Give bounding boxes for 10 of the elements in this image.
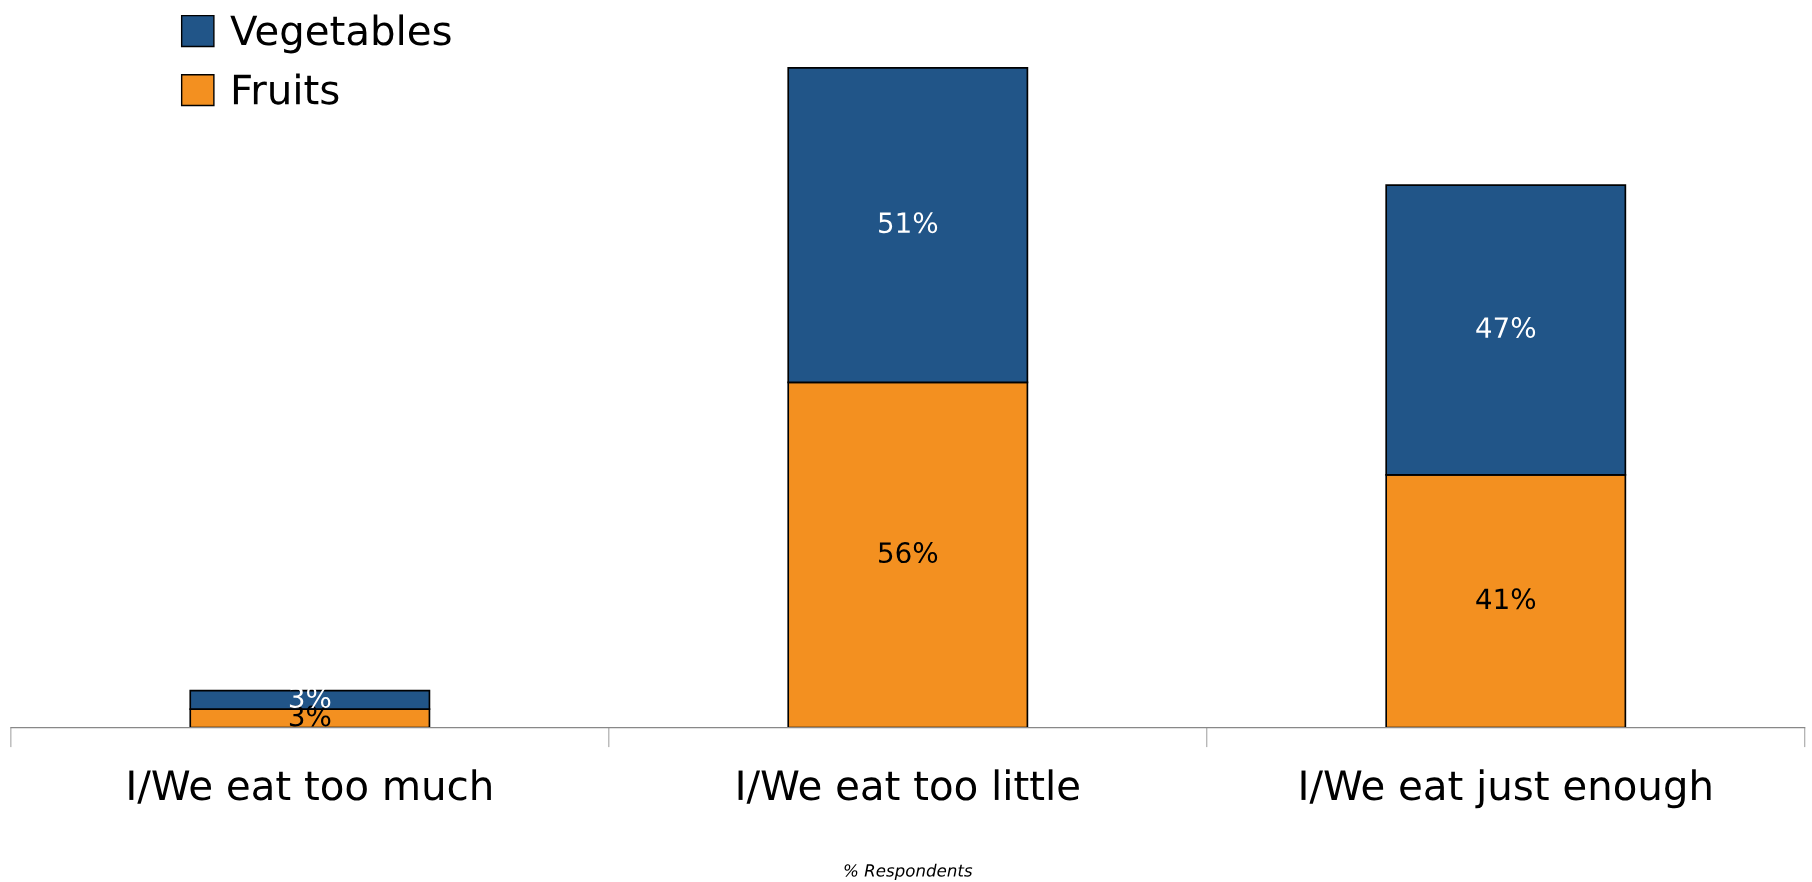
x-tick-label: I/We eat just enough [1301, 769, 1711, 809]
x-tick-label: I/We eat too little [738, 769, 1079, 804]
data-label: 47% [1476, 317, 1536, 339]
legend-label: Vegetables [230, 14, 451, 54]
data-label: 41% [1476, 588, 1536, 610]
legend-label: Fruits [233, 73, 339, 105]
x-tick-label: I/We eat too much [129, 769, 491, 804]
x-axis-title: % Respondents [844, 863, 973, 880]
data-label: 51% [879, 212, 938, 234]
data-label: 56% [879, 542, 938, 564]
